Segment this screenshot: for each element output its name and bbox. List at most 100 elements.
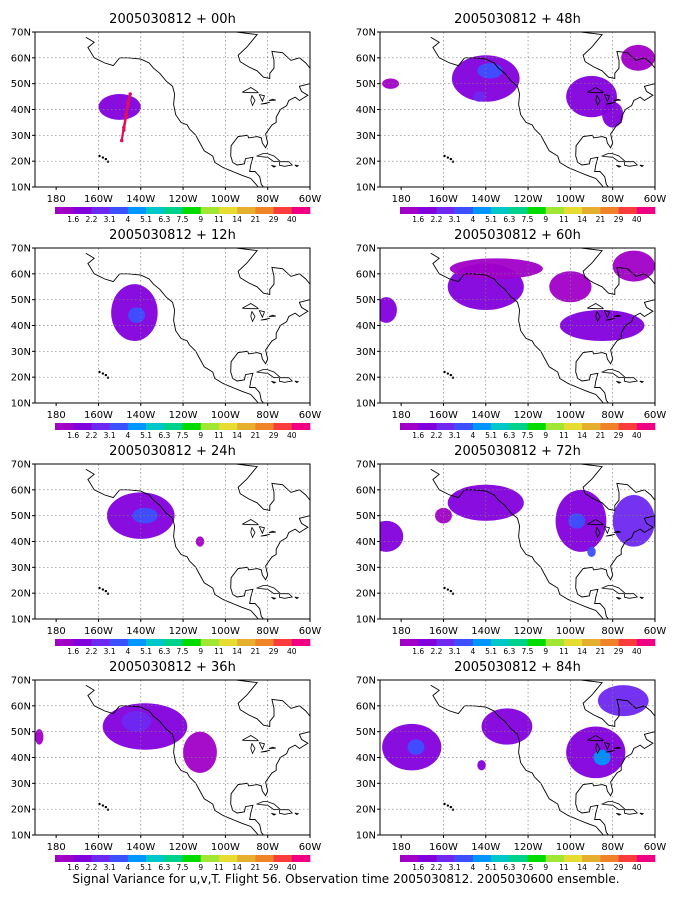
variance-contour	[566, 726, 626, 779]
coastline	[657, 728, 670, 740]
colorbar-swatch	[182, 423, 202, 430]
island	[443, 586, 446, 590]
island	[446, 156, 450, 159]
colorbar-label: 4	[125, 431, 130, 440]
colorbar-swatch	[200, 423, 220, 430]
coastline	[430, 680, 655, 835]
colorbar-swatch	[527, 423, 547, 430]
colorbar-swatch	[582, 423, 601, 430]
colorbar-label: 21	[251, 647, 261, 656]
colorbar-swatch	[109, 423, 129, 430]
variance-contour	[621, 44, 655, 71]
x-tick-label: 60W	[299, 626, 322, 637]
island	[98, 586, 101, 590]
colorbar-label: 2.2	[430, 215, 442, 224]
x-tick-label: 80W	[256, 626, 279, 637]
colorbar-swatch	[273, 423, 293, 430]
plot-area	[380, 248, 670, 403]
x-tick-label: 160W	[84, 842, 113, 853]
coastline	[613, 746, 621, 749]
island	[101, 588, 105, 591]
plot-area	[35, 32, 310, 187]
y-tick-label: 40N	[11, 105, 31, 116]
coastline	[250, 527, 256, 539]
coastline	[268, 746, 276, 749]
x-tick-label: 100W	[556, 194, 585, 205]
coastline	[250, 743, 256, 755]
colorbar-swatch	[91, 855, 110, 862]
coastline	[603, 310, 611, 319]
colorbar-swatch	[218, 855, 238, 862]
coastline	[623, 161, 639, 167]
colorbar: 1.6 2.2 3.1 4 5.1 6.3 7.5 9 11 14 21 29 40	[55, 639, 311, 656]
colorbar-swatch	[73, 423, 92, 430]
variance-contour	[128, 307, 146, 323]
coastline	[312, 296, 325, 308]
coastline	[242, 735, 260, 742]
colorbar-label: 6.3	[503, 863, 515, 872]
colorbar-label: 40	[287, 863, 297, 872]
colorbar-label: 2.2	[430, 647, 442, 656]
panel-title: 2005030812 + 24h	[109, 444, 236, 459]
x-tick-label: 140W	[471, 410, 500, 421]
colorbar: 1.6 2.2 3.1 4 5.1 6.3 7.5 9 11 14 21 29 40	[400, 423, 656, 440]
colorbar-label: 5.1	[485, 431, 497, 440]
coastline	[85, 248, 310, 403]
colorbar-swatch	[164, 855, 183, 862]
island	[101, 372, 105, 375]
colorbar-swatch	[436, 207, 455, 214]
coastline	[258, 310, 266, 319]
colorbar-swatch	[454, 639, 474, 646]
colorbar-label: 40	[287, 647, 297, 656]
x-tick-label: 60W	[644, 194, 667, 205]
island	[449, 805, 453, 809]
x-tick-label: 160W	[84, 410, 113, 421]
colorbar-swatch	[545, 639, 565, 646]
colorbar-label: 4	[470, 215, 475, 224]
y-tick-label: 20N	[11, 589, 31, 600]
colorbar-label: 1.6	[412, 647, 424, 656]
colorbar-label: 40	[632, 431, 642, 440]
variance-contour	[477, 760, 486, 771]
y-tick-label: 70N	[356, 244, 376, 255]
y-tick-label: 50N	[11, 511, 31, 522]
colorbar-swatch	[255, 639, 274, 646]
y-tick-label: 50N	[11, 79, 31, 90]
colorbar-label: 5.1	[140, 431, 152, 440]
colorbar-label: 2.2	[85, 863, 97, 872]
x-tick-label: 140W	[471, 626, 500, 637]
island	[449, 589, 453, 593]
y-tick-label: 20N	[11, 157, 31, 168]
x-tick-label: 140W	[126, 626, 155, 637]
variance-contour	[449, 258, 543, 279]
y-tick-label: 50N	[11, 727, 31, 738]
island	[98, 370, 101, 374]
panel-title: 2005030812 + 36h	[109, 660, 236, 675]
colorbar-swatch	[273, 855, 293, 862]
variance-contour	[566, 75, 617, 118]
y-tick-label: 10N	[11, 615, 31, 626]
colorbar-swatch	[618, 207, 638, 214]
y-tick-label: 70N	[356, 676, 376, 687]
colorbar-label: 29	[269, 647, 279, 656]
colorbar-swatch	[164, 207, 183, 214]
x-tick-label: 180	[47, 194, 66, 205]
colorbar-label: 4	[470, 863, 475, 872]
coastline	[613, 530, 621, 533]
coastline	[255, 368, 281, 379]
colorbar-swatch	[600, 639, 619, 646]
colorbar-label: 5.1	[140, 647, 152, 656]
y-tick-label: 20N	[356, 805, 376, 816]
colorbar-label: 6.3	[503, 647, 515, 656]
colorbar-label: 29	[614, 431, 624, 440]
x-tick-label: 120W	[514, 626, 543, 637]
track-point	[119, 138, 124, 143]
colorbar-label: 11	[214, 647, 224, 656]
y-tick-label: 20N	[356, 589, 376, 600]
coastline	[657, 296, 670, 308]
variance-contour	[35, 729, 44, 745]
x-tick-label: 140W	[471, 194, 500, 205]
y-tick-label: 60N	[356, 485, 376, 496]
colorbar-label: 9	[543, 431, 548, 440]
